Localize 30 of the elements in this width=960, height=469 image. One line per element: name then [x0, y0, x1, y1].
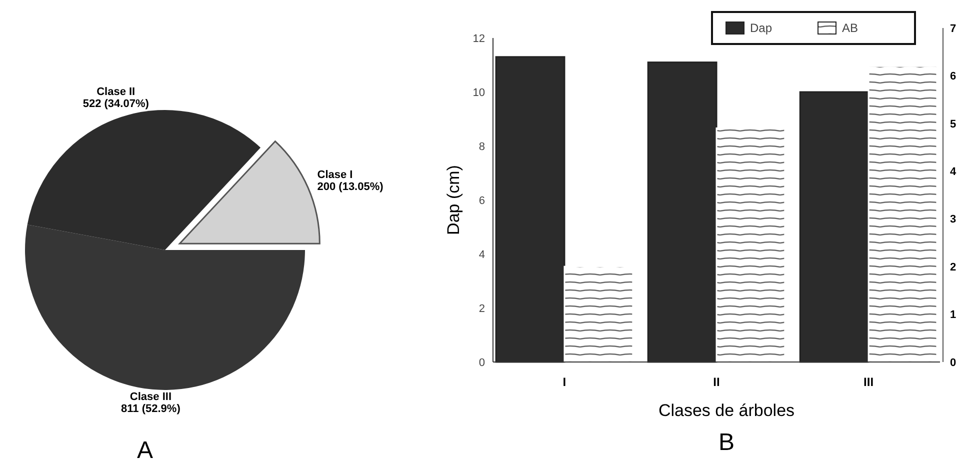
y2-tick-label: 3	[950, 214, 956, 226]
x-tick-label: III	[864, 375, 874, 389]
y2-tick-label: 2	[950, 261, 956, 274]
y2-tick-label: 1	[950, 309, 956, 322]
y2-tick-label: 4	[950, 166, 957, 178]
x-axis-title: Clases de árboles	[658, 401, 795, 420]
legend-label: AB	[842, 21, 858, 36]
y-tick-label: 6	[478, 194, 485, 207]
y-axis-title: Dap (cm)	[444, 165, 463, 235]
y2-tick-label: 5	[950, 118, 956, 130]
slice-label: Clase II	[96, 86, 136, 98]
y-tick-label: 0	[478, 356, 485, 369]
y2-tick-label: 7	[950, 22, 956, 35]
slice-label: Clase I	[317, 168, 353, 181]
y-tick-label: 4	[478, 248, 485, 261]
y-tick-label: 10	[472, 86, 485, 99]
x-tick-label: I	[562, 375, 566, 389]
text: A	[136, 437, 154, 464]
y2-tick-label: 0	[950, 356, 956, 369]
legend-label: Dap	[750, 21, 772, 36]
y-tick-label: 12	[472, 32, 485, 45]
y-tick-label: 2	[478, 302, 485, 315]
text: B	[718, 429, 735, 456]
y-tick-label: 8	[478, 140, 485, 153]
data-label: 522 (34.07%)	[82, 98, 150, 110]
data-label: 811 (52.9%)	[121, 403, 181, 416]
slice-label: Clase III	[130, 391, 172, 404]
y2-tick-label: 6	[950, 70, 956, 83]
x-tick-label: II	[713, 375, 720, 389]
data-label: 200 (13.05%)	[317, 180, 384, 193]
